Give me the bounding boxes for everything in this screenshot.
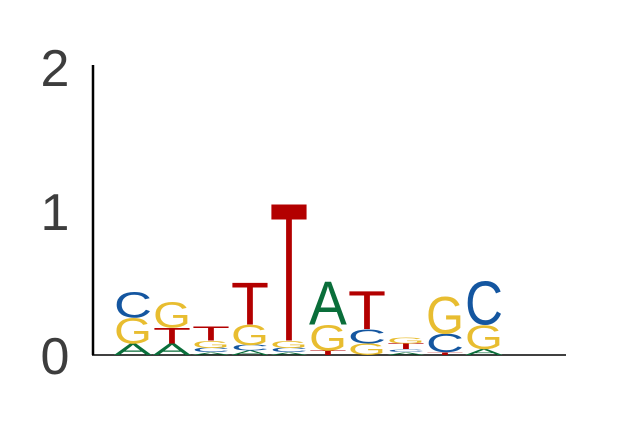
logo-letter-C-pos-9: C — [426, 328, 464, 358]
logo-column-9: TCG — [426, 286, 464, 358]
logo-letter-G-pos-6: G — [309, 319, 347, 360]
logo-column-2: ATG — [153, 295, 191, 358]
logo-letter-T-pos-4: T — [231, 270, 269, 338]
logo-letter-G-pos-7: G — [348, 340, 386, 358]
logo-letter-G-pos-1: G — [114, 311, 152, 352]
logo-letter-G-pos-9: G — [426, 286, 464, 345]
logo-letter-T-pos-7: T — [348, 281, 386, 342]
y-tick-label-0: 0 — [41, 328, 70, 386]
logo-letter-T-pos-8: T — [387, 342, 425, 351]
logo-column-7: GCT — [348, 281, 386, 359]
logo-letter-A-pos-3: A — [192, 351, 230, 356]
logo-letter-G-pos-3: G — [192, 339, 230, 350]
logo-letter-A-pos-10: A — [465, 348, 503, 357]
logo-letter-C-pos-5: C — [270, 347, 308, 354]
logo-letter-C-pos-4: C — [231, 343, 269, 352]
logo-column-6: TGA — [309, 268, 347, 359]
logo-letter-C-pos-10: C — [465, 269, 503, 338]
logo-letter-A-pos-4: A — [231, 349, 269, 356]
logo-letter-T-pos-5: T — [270, 162, 308, 383]
logo-letter-T-pos-3: T — [192, 322, 230, 345]
logo-letter-A-pos-1: A — [114, 340, 152, 358]
logo-letter-C-pos-7: C — [348, 326, 386, 348]
y-axis: 0 1 2 — [41, 40, 95, 386]
logo-column-1: AGC — [114, 284, 152, 358]
logo-letter-T-pos-6: T — [309, 350, 347, 357]
logo-letter-A-pos-8: A — [387, 351, 425, 356]
logo-letter-G-pos-8: G — [387, 336, 425, 345]
logo-letter-T-pos-9: T — [426, 351, 464, 355]
logo-letter-G-pos-5: G — [270, 339, 308, 350]
logo-letter-T-pos-2: T — [153, 323, 191, 348]
y-tick-label-1: 1 — [41, 184, 70, 242]
logo-column-10: AGC — [465, 269, 503, 356]
logo-letter-G-pos-10: G — [465, 318, 503, 356]
logo-letter-G-pos-4: G — [231, 320, 269, 351]
logo-letter-A-pos-2: A — [153, 340, 191, 358]
logo-letter-G-pos-2: G — [153, 295, 191, 336]
logo-letter-A-pos-5: A — [270, 351, 308, 356]
logo-letter-C-pos-1: C — [114, 284, 152, 325]
logo-letter-A-pos-6: A — [309, 268, 347, 338]
y-tick-label-2: 2 — [41, 40, 70, 98]
logo-letter-C-pos-8: C — [387, 348, 425, 353]
logo-letter-C-pos-3: C — [192, 347, 230, 354]
